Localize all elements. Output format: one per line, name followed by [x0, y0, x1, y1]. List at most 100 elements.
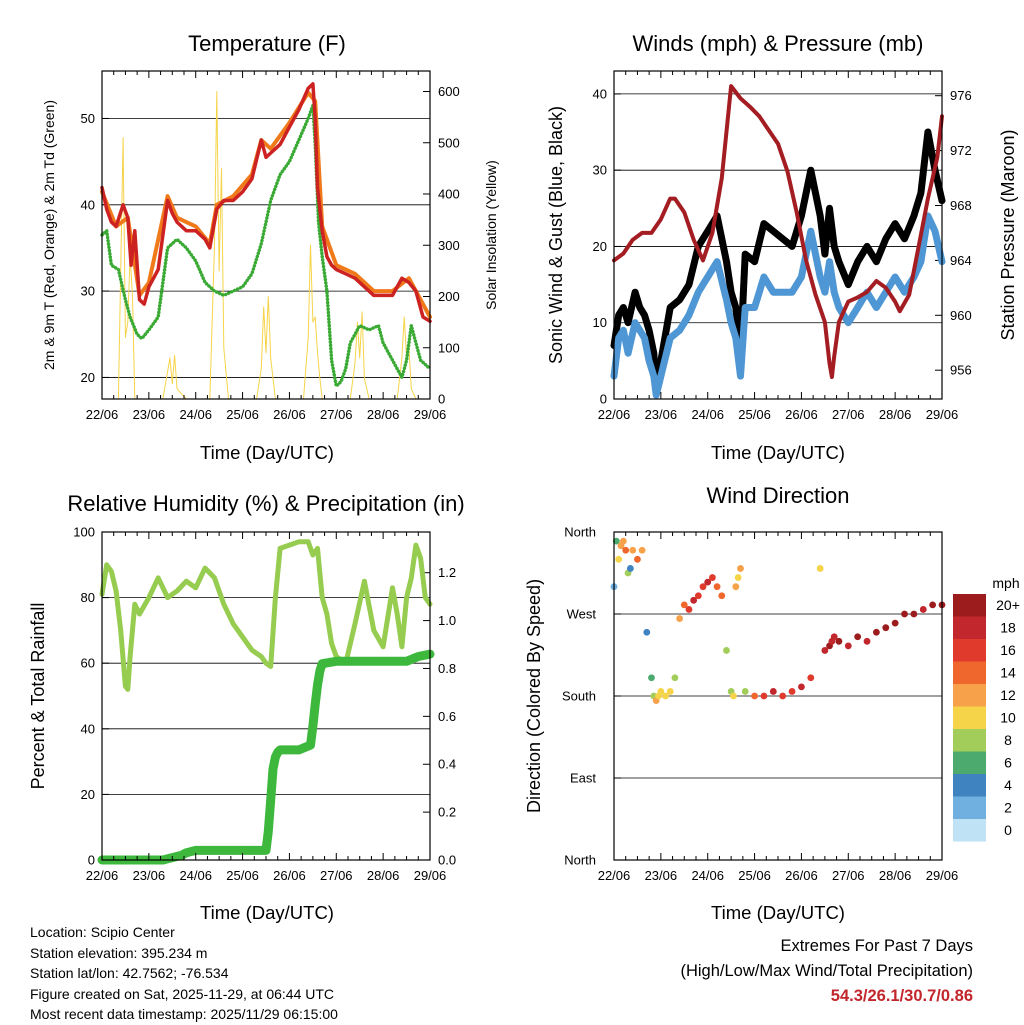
winds-xtick-label: 23/06: [645, 407, 678, 422]
direction-point: [741, 688, 749, 695]
direction-point: [666, 688, 674, 695]
direction-point: [816, 565, 824, 572]
direction-point: [709, 574, 716, 581]
direction-point: [835, 637, 843, 645]
speed-legend-title: mph: [992, 575, 1019, 591]
winds-panel: Winds (mph) & Pressure (mb) Time (Day/UT…: [546, 31, 1018, 463]
direction-point: [788, 688, 796, 695]
winds-xtick-label: 24/06: [691, 407, 724, 422]
direction-xtick-label: 22/06: [598, 868, 631, 883]
direction-point: [769, 688, 777, 695]
speed-legend-swatch: [953, 819, 986, 842]
direction-ytick-label: South: [562, 689, 596, 704]
pressure-ytick-right-label: 968: [950, 198, 972, 213]
winds-ytick-label: 30: [593, 163, 607, 178]
humidity-line: [99, 539, 433, 692]
speed-legend-swatch: [953, 751, 986, 774]
temperature-xtick-label: 27/06: [320, 407, 353, 422]
direction-xtick-label: 24/06: [691, 868, 724, 883]
temp-2m-line: [100, 82, 432, 324]
winds-xtick-label: 26/06: [785, 407, 818, 422]
direction-point: [751, 692, 758, 700]
humidity-xtick-label: 29/06: [414, 868, 447, 883]
direction-point: [779, 692, 787, 700]
speed-legend-label: 16: [1000, 642, 1016, 658]
speed-legend-label: 10: [1000, 710, 1016, 726]
direction-point: [629, 546, 637, 554]
gust-points: [611, 131, 945, 385]
direction-point: [685, 606, 693, 613]
direction-point: [821, 647, 829, 654]
precip-ytick-right-label: 0.6: [438, 709, 456, 724]
speed-legend-label: 4: [1004, 777, 1012, 793]
humidity-ytick-label: 100: [73, 525, 95, 540]
pressure-ytick-right-label: 972: [950, 143, 972, 158]
temperature-ytick-label: 20: [81, 370, 95, 385]
direction-point: [694, 592, 702, 600]
winds-ytick-label: 0: [600, 392, 607, 407]
direction-point: [732, 583, 740, 591]
direction-xlabel: Time (Day/UTC): [711, 902, 845, 923]
humidity-xtick-label: 24/06: [179, 868, 212, 883]
direction-point: [844, 642, 852, 650]
solar-insolation-line: [101, 91, 431, 400]
solar-ytick-right-label: 400: [438, 187, 460, 202]
winds-xlabel: Time (Day/UTC): [711, 442, 845, 463]
winds-ylabel: Sonic Wind & Gust (Blue, Black): [546, 106, 566, 364]
speed-legend-label: 2: [1004, 800, 1012, 816]
speed-legend-swatch: [953, 639, 986, 662]
direction-point: [807, 674, 815, 682]
precip-ytick-right-label: 0.2: [438, 805, 456, 820]
direction-point: [657, 688, 665, 695]
winds-xtick-label: 22/06: [598, 407, 631, 422]
solar-ylabel: Solar Insolation (Yellow): [483, 160, 499, 310]
direction-point: [901, 610, 908, 618]
speed-legend-label: 8: [1004, 732, 1012, 748]
extremes-title: Extremes For Past 7 Days: [780, 937, 973, 955]
direction-xtick-label: 27/06: [832, 868, 865, 883]
humidity-ylabel: Percent & Total Rainfall: [28, 603, 48, 790]
speed-legend-swatch: [953, 594, 986, 617]
humidity-xtick-label: 22/06: [86, 868, 119, 883]
precip-ytick-right-label: 0.4: [438, 757, 456, 772]
speed-legend-swatch: [953, 796, 986, 819]
direction-point: [676, 615, 683, 622]
direction-ytick-label: North: [564, 853, 596, 868]
speed-legend-swatch: [953, 774, 986, 797]
pressure-ytick-right-label: 956: [950, 363, 972, 378]
speed-legend-swatch: [953, 729, 986, 752]
temperature-xtick-label: 26/06: [273, 407, 306, 422]
pressure-ytick-right-label: 976: [950, 88, 972, 103]
direction-point: [699, 583, 707, 591]
humidity-ytick-label: 60: [81, 656, 95, 671]
direction-point: [648, 674, 655, 682]
direction-point: [680, 601, 688, 609]
extremes-values: 54.3/26.1/30.7/0.86: [830, 987, 973, 1005]
humidity-ytick-label: 0: [88, 853, 95, 868]
humidity-xtick-label: 28/06: [367, 868, 400, 883]
solar-ytick-right-label: 500: [438, 135, 460, 150]
solar-ytick-right-label: 300: [438, 238, 460, 253]
direction-point: [704, 578, 712, 586]
humidity-xtick-label: 23/06: [133, 868, 166, 883]
temperature-title: Temperature (F): [188, 31, 346, 56]
direction-point: [622, 546, 630, 554]
direction-point: [662, 692, 669, 700]
direction-ytick-label: North: [564, 525, 596, 540]
direction-point: [643, 628, 651, 636]
temperature-xlabel: Time (Day/UTC): [200, 442, 334, 463]
direction-point: [615, 555, 623, 563]
temperature-xtick-label: 22/06: [86, 407, 119, 422]
direction-point: [854, 633, 862, 641]
direction-ytick-label: East: [570, 771, 596, 786]
humidity-ytick-label: 80: [81, 590, 95, 605]
station-info: Location: Scipio Center Station elevatio…: [30, 922, 338, 1025]
temperature-ytick-label: 50: [81, 111, 95, 126]
direction-point: [760, 692, 768, 700]
humidity-xlabel: Time (Day/UTC): [200, 902, 334, 923]
direction-point: [690, 596, 698, 604]
direction-point: [882, 624, 890, 632]
temperature-panel: Temperature (F) Time (Day/UTC) 2m & 9m T…: [41, 31, 499, 463]
pressure-line: [612, 84, 944, 379]
direction-point: [612, 537, 620, 545]
